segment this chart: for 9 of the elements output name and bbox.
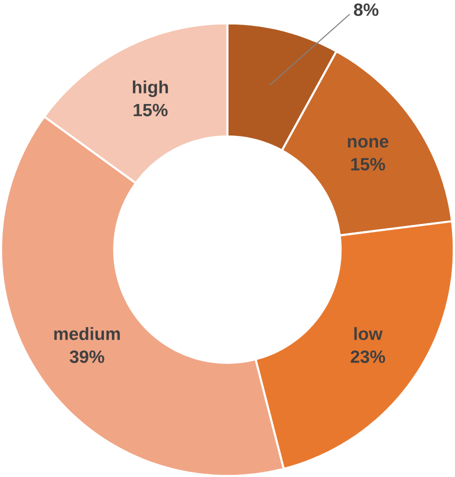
data-label: 15% (351, 158, 386, 171)
slice-label: none (348, 138, 388, 148)
data-label: 23% (350, 350, 386, 363)
slice-label: high (133, 80, 168, 98)
data-label: 8% (354, 3, 379, 16)
data-label: 15% (134, 104, 168, 116)
data-label: 39% (70, 350, 104, 363)
slice-label: medium (54, 327, 120, 340)
slice-label: low (354, 327, 383, 340)
